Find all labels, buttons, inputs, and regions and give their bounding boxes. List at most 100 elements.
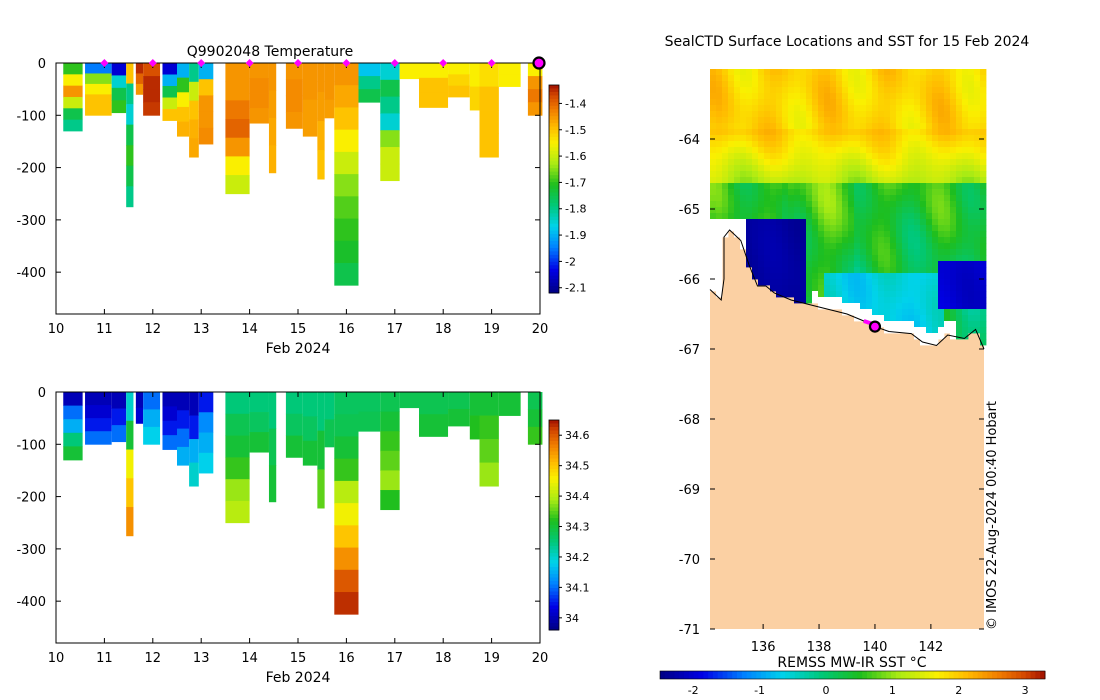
y-tick-label: -400 [16,595,46,610]
colorbar-tick-label: 34.4 [565,490,590,503]
sst-cell [776,123,783,130]
sst-cell [842,243,849,250]
sst-cell [836,303,843,310]
sst-cell [890,297,897,304]
chart-title: Q9902048 Temperature [187,44,354,60]
profile-cell [302,81,318,101]
sst-cell [740,75,747,82]
colorbar-segment [549,476,559,480]
sst-cell [968,81,975,88]
sst-cell [752,93,759,100]
colorbar-segment [549,223,559,228]
sst-cell [776,291,783,298]
sst-cell [968,93,975,100]
sst-cell [830,159,837,166]
sst-cell [980,249,987,256]
sst-cell [866,171,873,178]
sst-cell [794,255,801,262]
sst-cell [968,201,975,208]
sst-cell [974,93,981,100]
sst-cell [710,129,717,136]
sst-cell [728,93,735,100]
profile-cell [469,63,480,87]
sst-cell [926,93,933,100]
sst-cell [812,213,819,220]
sst-cell [932,189,939,196]
profile-cell [126,507,134,537]
x-tick-label: 16 [338,322,355,337]
sst-cell [734,81,741,88]
sst-cell [752,213,759,220]
sst-cell [974,297,981,304]
profile-cell [527,102,543,116]
sst-cell [860,123,867,130]
sst-cell [956,153,963,160]
lat-tick-label: -66 [679,273,700,288]
imos-watermark: © IMOS 22-Aug-2024 00:40 Hobart [985,401,1000,630]
sst-cell [770,231,777,238]
sst-cell [938,279,945,286]
sst-colorbar-tick-label: -2 [688,684,699,697]
sst-cell [884,279,891,286]
sst-cell [902,177,909,184]
sst-cell [764,177,771,184]
sst-cell [932,219,939,226]
sst-cell [962,255,969,262]
sst-cell [944,321,951,328]
sst-cell [854,267,861,274]
sst-cell [854,159,861,166]
sst-cell [740,195,747,202]
sst-cell [926,315,933,322]
colorbar-segment [549,164,559,169]
sst-cell [854,141,861,148]
sst-cell [956,261,963,268]
sst-cell [854,225,861,232]
sst-colorbar-segment [977,671,983,679]
sst-cell [722,99,729,106]
sst-cell [854,297,861,304]
sst-cell [968,321,975,328]
sst-cell [956,123,963,130]
sst-cell [722,171,729,178]
sst-cell [962,249,969,256]
profile-cell [225,413,250,436]
sst-cell [872,315,879,322]
sst-cell [950,237,957,244]
sst-cell [980,177,987,184]
sst-cell [884,195,891,202]
sst-cell [902,129,909,136]
profile-cell [380,96,400,114]
profile-cell [63,108,83,121]
sst-cell [836,219,843,226]
sst-cell [734,183,741,190]
sst-colorbar-segment [1025,671,1032,679]
sst-cell [950,177,957,184]
sst-cell [830,105,837,112]
colorbar-segment [549,213,559,218]
profile-cell [249,108,269,124]
sst-cell [758,69,765,76]
sst-cell [974,327,981,334]
profile-cell [498,392,521,416]
sst-cell [968,243,975,250]
sst-cell [830,237,837,244]
sst-cell [938,291,945,298]
sst-cell [854,255,861,262]
sst-cell [890,153,897,160]
sst-cell [770,105,777,112]
sst-cell [854,117,861,124]
sst-cell [758,171,765,178]
sst-cell [896,213,903,220]
sst-cell [944,255,951,262]
sst-cell [788,273,795,280]
sst-cell [716,75,723,82]
sst-cell [854,273,861,280]
sst-cell [896,327,903,334]
sst-cell [824,93,831,100]
sst-cell [950,81,957,88]
sst-cell [842,111,849,118]
sst-cell [806,153,813,160]
sst-cell [812,171,819,178]
sst-cell [830,243,837,250]
sst-cell [836,123,843,130]
